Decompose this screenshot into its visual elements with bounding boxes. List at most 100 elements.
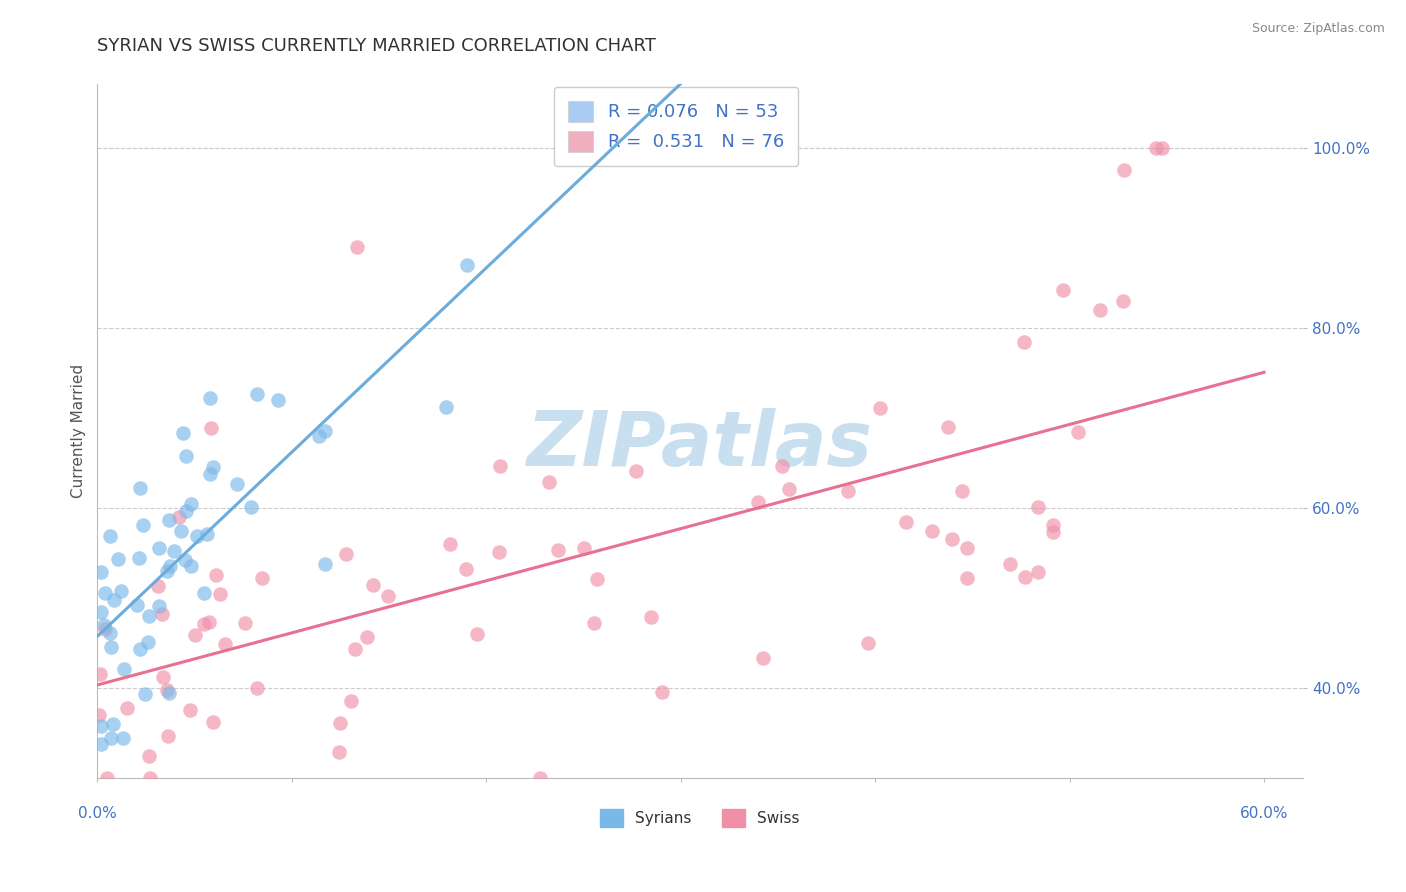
Point (150, 607, 173, 621)
Point (176, 449, 198, 463)
Point (183, 628, 205, 642)
Point (488, 545, 510, 559)
Point (90, 565, 112, 579)
Text: ZIPatlas: ZIPatlas (527, 409, 873, 483)
Point (94, 586, 117, 600)
Point (956, 571, 979, 585)
Point (152, 670, 174, 684)
Point (103, 593, 125, 607)
Point (1052, 283, 1074, 297)
Point (200, 421, 222, 435)
Point (200, 467, 222, 481)
Point (180, 559, 202, 574)
Text: 0.0%: 0.0% (77, 806, 117, 821)
Point (363, 578, 385, 592)
Point (1012, 334, 1035, 349)
Point (439, 537, 461, 551)
Point (586, 572, 609, 586)
Point (434, 400, 457, 414)
Point (454, 562, 477, 576)
Point (747, 495, 769, 509)
Point (129, 481, 152, 495)
Point (193, 616, 215, 631)
Point (936, 420, 959, 434)
Point (129, 642, 152, 657)
Point (344, 641, 367, 656)
Point (138, 771, 160, 785)
Point (115, 701, 138, 715)
Point (529, 771, 551, 785)
Point (250, 571, 273, 585)
Point (328, 745, 350, 759)
Point (314, 558, 336, 572)
Point (96, 771, 118, 785)
Point (101, 717, 124, 731)
Point (98, 529, 121, 543)
Point (1112, 163, 1135, 178)
Point (869, 401, 891, 416)
Point (93, 622, 115, 636)
Point (110, 584, 132, 599)
Point (1144, 140, 1167, 154)
Point (752, 650, 775, 665)
Point (356, 630, 378, 644)
Point (172, 425, 194, 440)
Point (198, 615, 221, 629)
Point (200, 391, 222, 405)
Point (195, 527, 218, 541)
Point (157, 512, 180, 526)
Point (941, 533, 963, 547)
Point (340, 694, 363, 708)
Point (837, 483, 859, 498)
Point (201, 715, 224, 730)
Point (174, 503, 197, 517)
Point (89, 667, 111, 681)
Point (1112, 293, 1135, 308)
Point (651, 685, 673, 699)
Point (100, 731, 122, 745)
Point (640, 610, 662, 624)
Point (204, 568, 226, 582)
Point (583, 616, 606, 631)
Point (1042, 517, 1064, 532)
Point (98, 626, 121, 640)
Point (179, 703, 201, 717)
Point (246, 387, 269, 401)
Point (134, 687, 156, 701)
Point (489, 458, 512, 473)
Point (1152, 140, 1174, 154)
Point (209, 587, 232, 601)
Point (950, 483, 973, 498)
Point (163, 544, 186, 558)
Point (138, 609, 160, 624)
Y-axis label: Currently Married: Currently Married (72, 364, 86, 499)
Point (314, 424, 336, 438)
Point (239, 500, 262, 515)
Point (132, 518, 155, 533)
Point (235, 615, 257, 630)
Point (90, 605, 112, 619)
Point (1028, 500, 1050, 514)
Point (335, 547, 357, 561)
Point (173, 553, 195, 567)
Point (107, 552, 129, 566)
Point (856, 635, 879, 649)
Point (214, 637, 236, 651)
Point (170, 524, 193, 538)
Point (148, 541, 170, 555)
Point (180, 497, 202, 511)
Point (89, 708, 111, 723)
Point (329, 716, 352, 731)
Point (1028, 565, 1050, 579)
Point (90, 719, 112, 733)
Point (100, 640, 122, 654)
Point (156, 682, 179, 697)
Point (778, 482, 800, 496)
Point (572, 541, 595, 556)
Point (346, 240, 368, 254)
Point (998, 557, 1021, 571)
Point (456, 258, 478, 272)
Point (93, 618, 115, 632)
Point (159, 559, 181, 574)
Point (167, 510, 190, 524)
